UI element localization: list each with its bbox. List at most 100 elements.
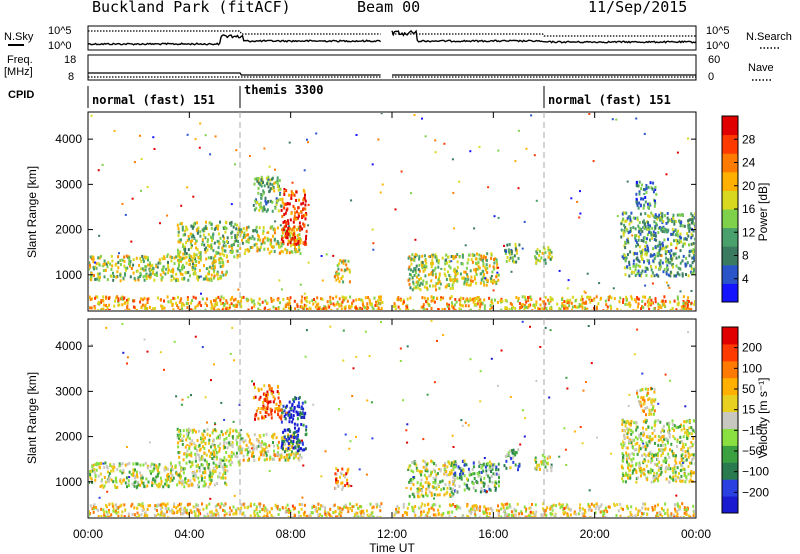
data-cell	[451, 461, 453, 465]
data-cell	[161, 308, 164, 310]
data-cell	[647, 470, 650, 474]
ytick-label: 1000	[55, 268, 82, 282]
data-cell	[643, 219, 645, 223]
data-cell	[192, 262, 194, 266]
data-cell	[647, 304, 650, 308]
data-cell	[284, 229, 287, 233]
data-cell	[239, 447, 242, 451]
data-cell	[90, 257, 93, 261]
data-cell	[224, 230, 227, 234]
data-cell	[193, 236, 196, 240]
data-cell	[622, 459, 625, 463]
data-cell	[146, 484, 149, 488]
data-cell	[690, 474, 693, 478]
data-cell	[307, 308, 309, 310]
data-cell	[421, 261, 424, 264]
data-cell	[670, 442, 673, 446]
data-cell	[250, 454, 253, 458]
data-cell	[510, 252, 513, 256]
data-cell	[134, 480, 137, 484]
data-cell	[465, 463, 468, 467]
data-cell	[478, 460, 480, 464]
data-cell	[179, 433, 182, 436]
data-cell	[674, 474, 677, 478]
data-cell	[179, 438, 182, 442]
data-cell	[424, 135, 427, 138]
data-cell	[407, 308, 410, 310]
data-cell	[626, 253, 629, 256]
data-cell	[132, 299, 135, 303]
data-cell	[199, 255, 202, 259]
data-cell	[99, 485, 102, 488]
data-cell	[235, 227, 238, 231]
data-cell	[652, 181, 655, 185]
data-cell	[303, 448, 306, 452]
data-cell	[107, 308, 110, 310]
data-cell	[284, 412, 287, 416]
data-cell	[546, 456, 549, 460]
data-cell	[172, 476, 175, 480]
data-cell	[110, 478, 113, 482]
data-cell	[192, 234, 195, 238]
data-cell	[176, 254, 179, 258]
data-cell	[285, 222, 288, 226]
data-cell	[276, 384, 279, 388]
data-cell	[651, 431, 654, 435]
data-cell	[130, 267, 133, 270]
data-cell	[513, 254, 516, 258]
data-cell	[263, 384, 266, 388]
data-cell	[173, 297, 176, 301]
data-cell	[170, 464, 173, 468]
data-cell	[177, 264, 180, 268]
data-cell	[478, 508, 481, 512]
data-cell	[665, 458, 668, 462]
data-cell	[547, 298, 549, 302]
data-cell	[335, 478, 338, 482]
data-cell	[231, 230, 234, 234]
data-cell	[422, 485, 424, 489]
data-cell	[423, 296, 426, 300]
data-cell	[132, 462, 135, 466]
data-cell	[208, 482, 211, 486]
data-cell	[285, 233, 288, 236]
data-cell	[424, 274, 427, 278]
data-cell	[529, 303, 532, 307]
data-cell	[281, 215, 284, 218]
data-cell	[270, 412, 273, 416]
data-cell	[167, 271, 170, 275]
data-cell	[640, 271, 643, 275]
data-cell	[685, 237, 688, 241]
data-cell	[497, 509, 500, 513]
data-cell	[181, 277, 184, 281]
data-cell	[477, 474, 480, 478]
data-cell	[152, 478, 154, 482]
data-cell	[235, 149, 238, 152]
data-cell	[207, 256, 210, 260]
data-cell	[291, 450, 293, 454]
data-cell	[393, 302, 396, 306]
data-cell	[260, 443, 263, 447]
data-cell	[471, 298, 474, 302]
data-cell	[686, 449, 689, 453]
data-cell	[104, 461, 107, 465]
data-cell	[118, 303, 121, 307]
data-cell	[651, 469, 654, 473]
data-cell	[643, 236, 646, 240]
data-cell	[209, 471, 212, 475]
data-cell	[420, 276, 422, 280]
data-cell	[623, 516, 626, 517]
data-cell	[541, 453, 544, 457]
data-cell	[316, 296, 319, 300]
data-cell	[685, 429, 688, 433]
data-cell	[184, 271, 187, 275]
data-cell	[419, 488, 422, 492]
data-cell	[196, 439, 199, 443]
data-cell	[541, 307, 544, 310]
data-cell	[565, 307, 568, 310]
data-cell	[427, 481, 430, 485]
data-cell	[645, 184, 648, 187]
data-cell	[186, 296, 189, 300]
data-cell	[650, 233, 653, 237]
data-cell	[481, 258, 484, 262]
data-cell	[656, 251, 659, 255]
